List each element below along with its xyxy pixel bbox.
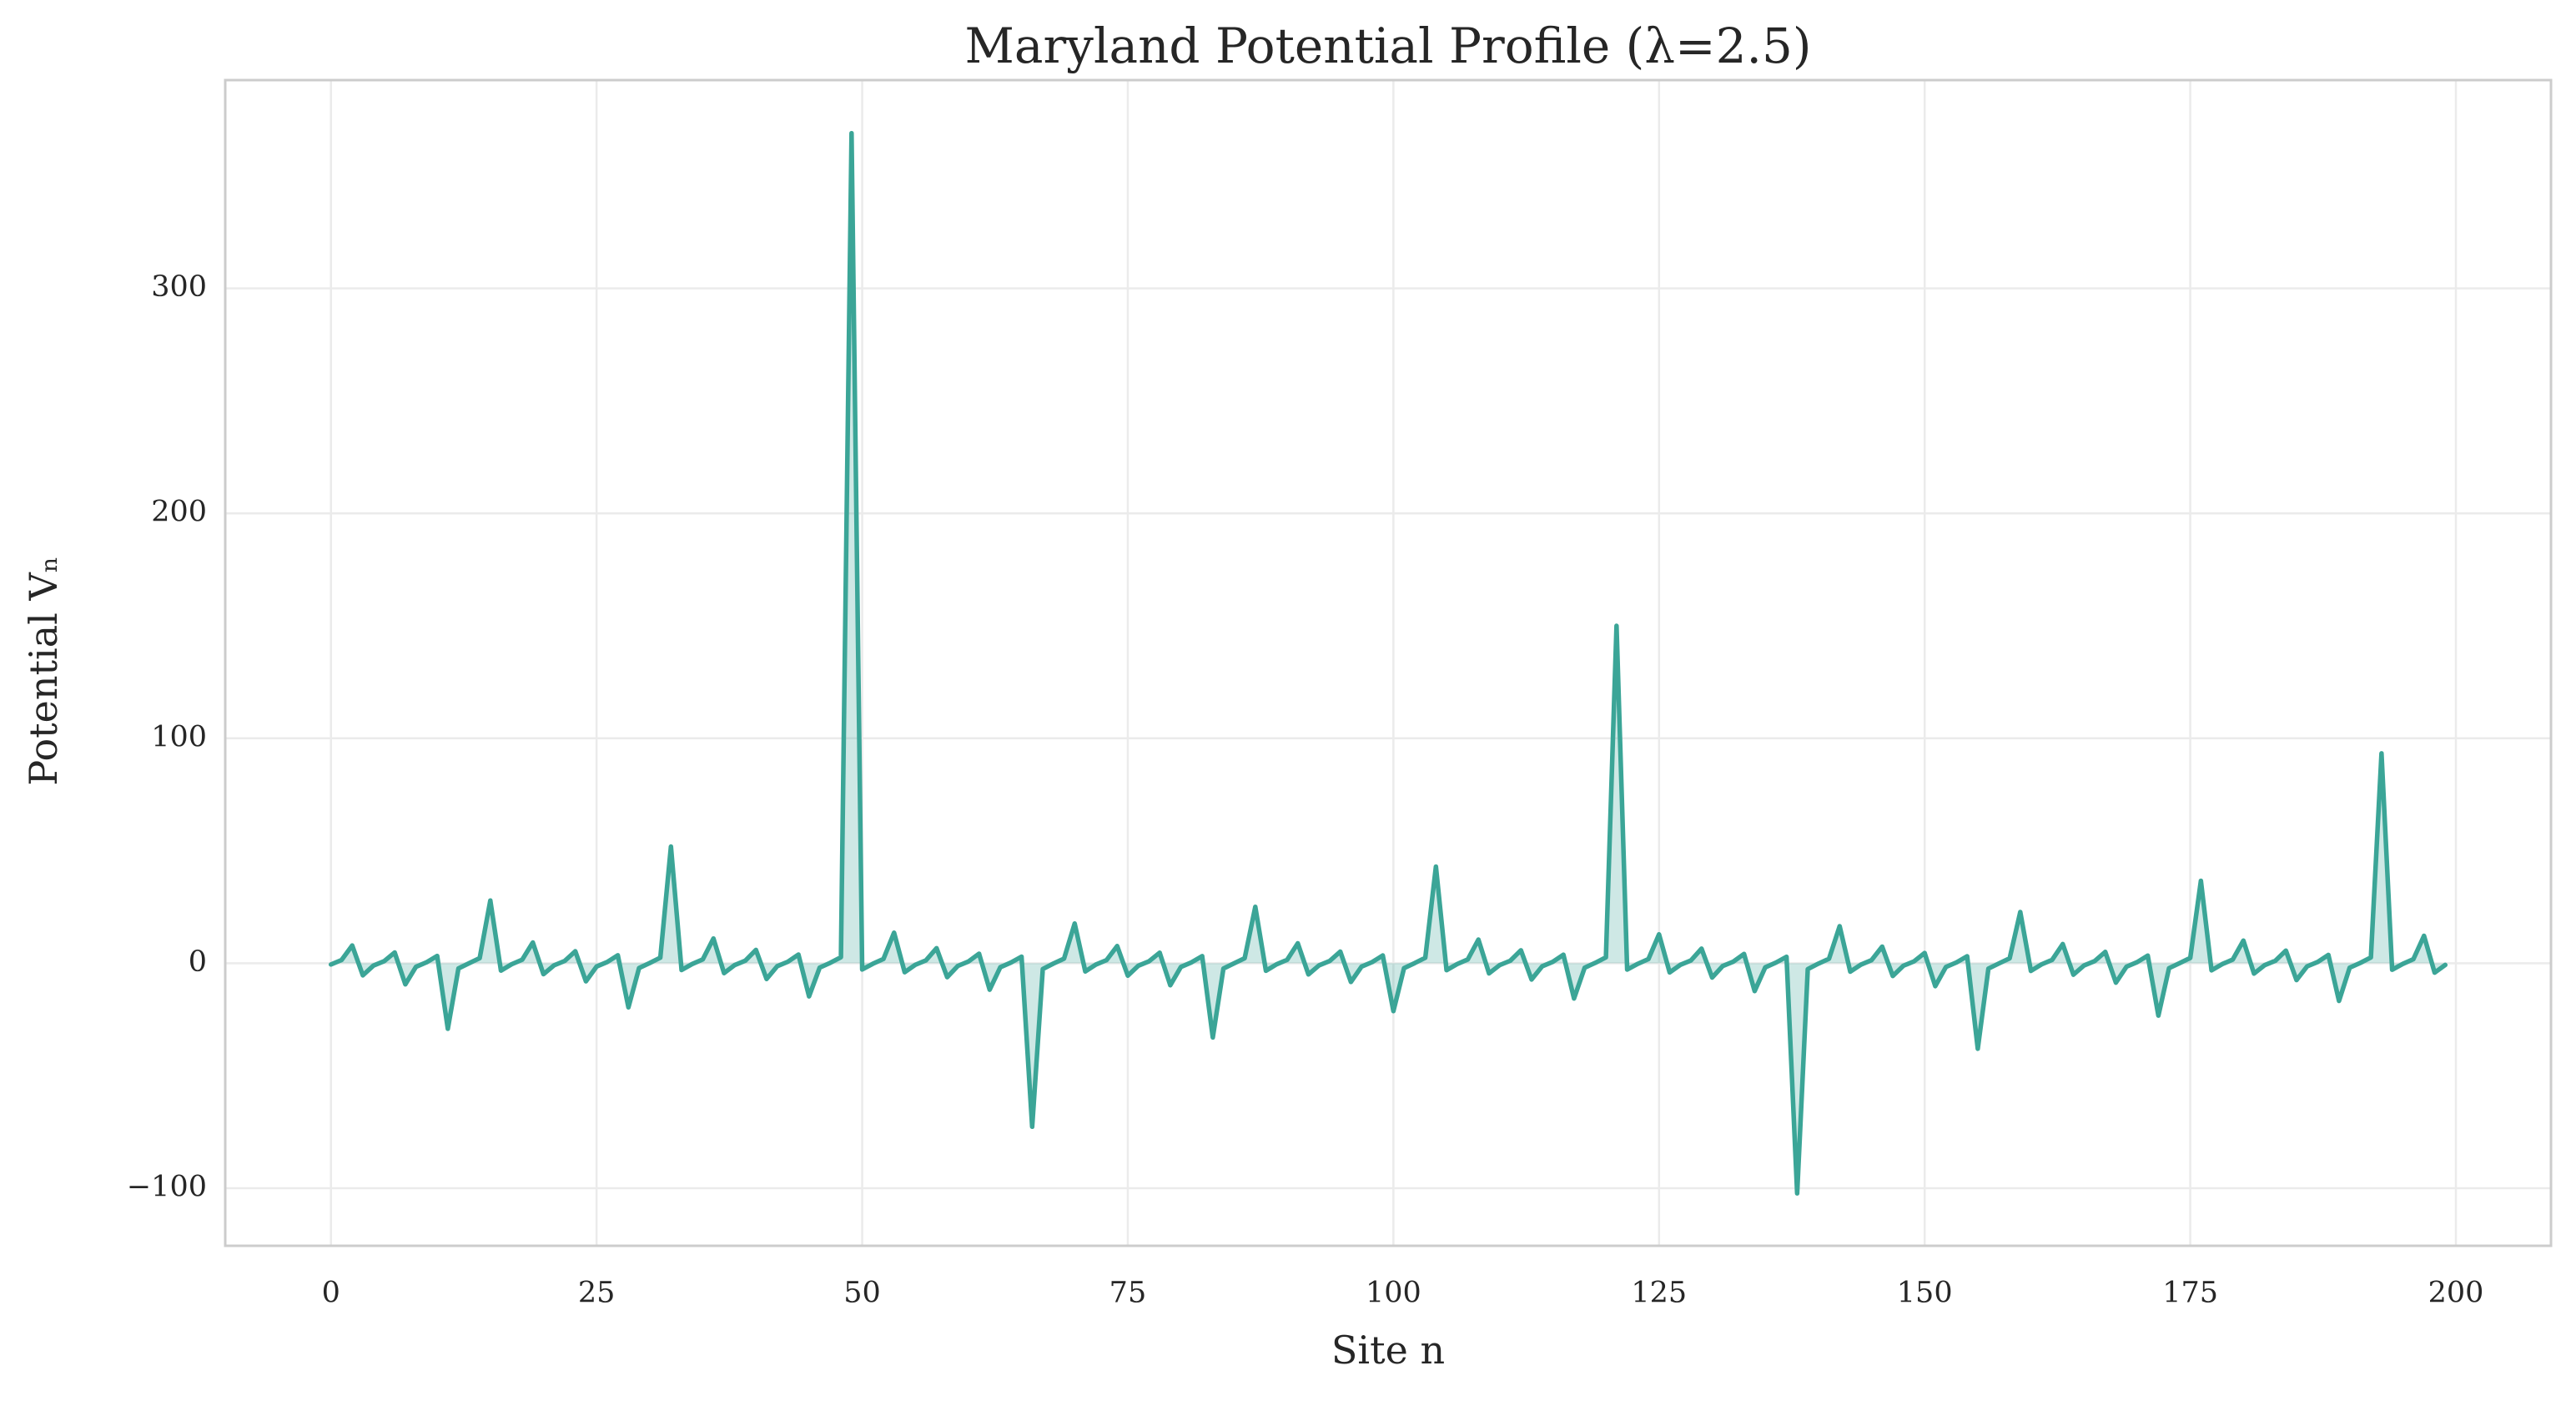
y-tick-label: 100 xyxy=(151,720,207,753)
plot-frame xyxy=(224,78,2553,1247)
x-tick-label: 25 xyxy=(578,1277,616,1310)
x-axis-label: Site n xyxy=(1331,1328,1445,1373)
x-tick-label: 125 xyxy=(1631,1277,1687,1310)
x-tick-label: 50 xyxy=(843,1277,881,1310)
x-tick-label: 100 xyxy=(1366,1277,1421,1310)
area-fill xyxy=(330,133,2446,1194)
data-line xyxy=(328,130,2448,1196)
x-tick-label: 150 xyxy=(1897,1277,1953,1310)
y-tick-label: −100 xyxy=(127,1170,207,1203)
y-axis-label: Potential Vₙ xyxy=(21,556,66,785)
x-tick-label: 175 xyxy=(2162,1277,2218,1310)
x-tick-label: 75 xyxy=(1109,1277,1147,1310)
x-tick-label: 0 xyxy=(322,1277,340,1310)
grid xyxy=(225,80,2551,1246)
y-tick-label: 0 xyxy=(189,945,207,979)
chart-title: Maryland Potential Profile (λ=2.5) xyxy=(964,18,1811,74)
y-tick-label: 200 xyxy=(151,496,207,529)
y-tick-label: 300 xyxy=(151,270,207,304)
x-tick-label: 200 xyxy=(2428,1277,2484,1310)
